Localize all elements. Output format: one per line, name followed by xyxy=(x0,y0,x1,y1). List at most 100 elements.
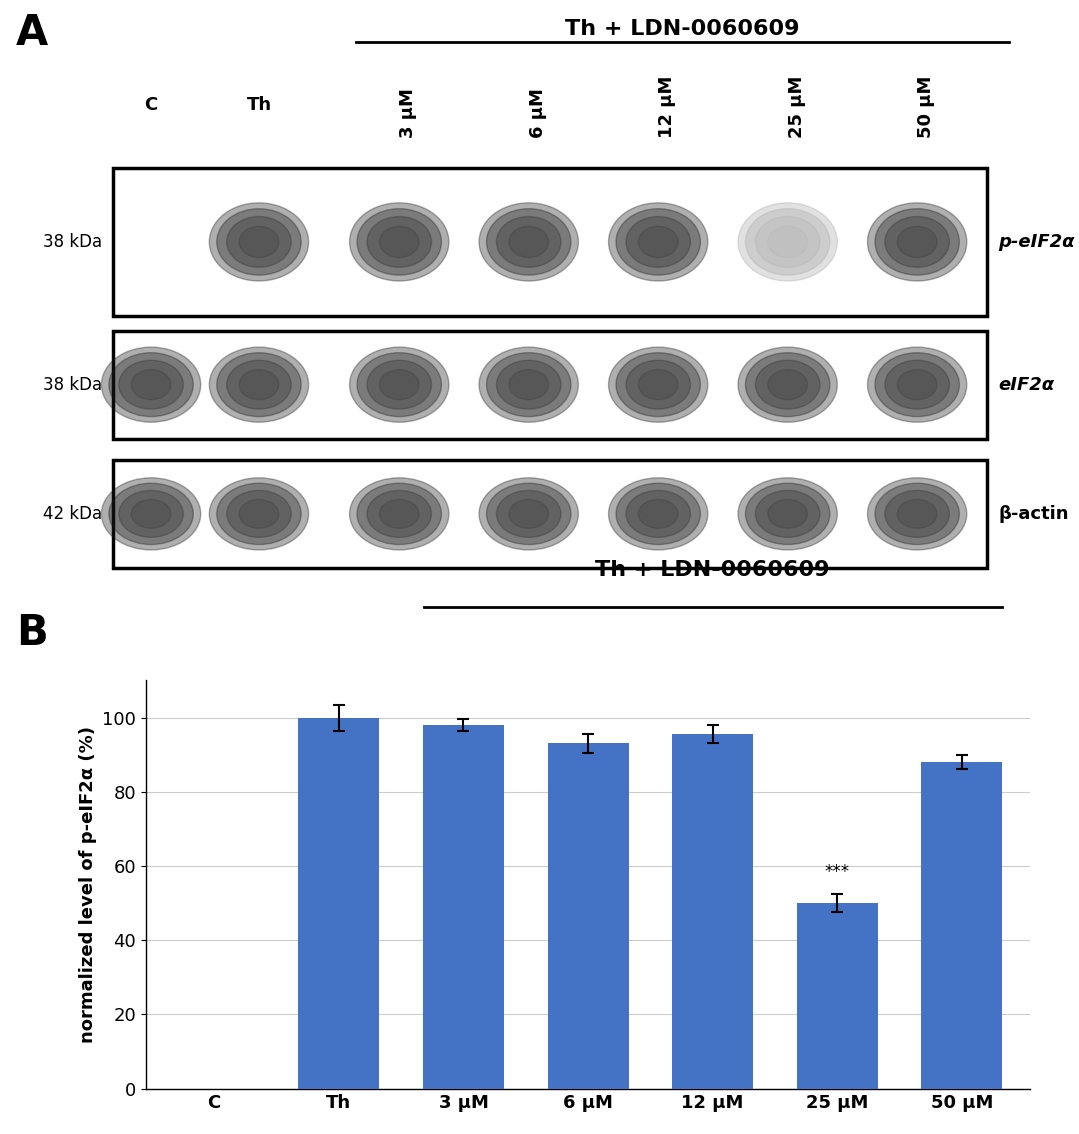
Ellipse shape xyxy=(101,347,201,422)
Ellipse shape xyxy=(616,483,700,544)
Ellipse shape xyxy=(109,483,193,544)
Ellipse shape xyxy=(132,370,170,399)
Ellipse shape xyxy=(350,203,449,281)
Ellipse shape xyxy=(240,227,278,257)
Ellipse shape xyxy=(487,209,571,276)
Ellipse shape xyxy=(626,217,691,268)
Text: 25 μM: 25 μM xyxy=(788,76,806,138)
Bar xyxy=(113,168,987,315)
Ellipse shape xyxy=(639,370,678,399)
Ellipse shape xyxy=(479,347,578,422)
Ellipse shape xyxy=(380,499,419,528)
Ellipse shape xyxy=(616,353,700,416)
Bar xyxy=(547,744,629,1089)
Y-axis label: normalized level of p-eIF2α (%): normalized level of p-eIF2α (%) xyxy=(79,726,96,1043)
Text: Th: Th xyxy=(246,96,272,115)
Ellipse shape xyxy=(885,490,950,538)
Ellipse shape xyxy=(487,353,571,416)
Ellipse shape xyxy=(875,483,959,544)
Text: 38 kDa: 38 kDa xyxy=(43,232,103,251)
Bar xyxy=(921,762,1002,1089)
Ellipse shape xyxy=(746,353,830,416)
Ellipse shape xyxy=(639,227,678,257)
Ellipse shape xyxy=(755,217,820,268)
Bar xyxy=(113,331,987,439)
Text: ***: *** xyxy=(824,863,850,881)
Ellipse shape xyxy=(875,353,959,416)
Ellipse shape xyxy=(626,490,691,538)
Ellipse shape xyxy=(768,227,807,257)
Ellipse shape xyxy=(357,483,441,544)
Text: Th + LDN-0060609: Th + LDN-0060609 xyxy=(596,560,830,579)
Ellipse shape xyxy=(626,361,691,409)
Ellipse shape xyxy=(132,499,170,528)
Ellipse shape xyxy=(101,477,201,550)
Ellipse shape xyxy=(868,203,967,281)
Text: 38 kDa: 38 kDa xyxy=(43,375,103,393)
Ellipse shape xyxy=(109,353,193,416)
Ellipse shape xyxy=(209,477,309,550)
Text: eIF2α: eIF2α xyxy=(998,375,1054,393)
Ellipse shape xyxy=(227,361,291,409)
Ellipse shape xyxy=(217,483,301,544)
Ellipse shape xyxy=(227,217,291,268)
Ellipse shape xyxy=(240,370,278,399)
Ellipse shape xyxy=(738,477,837,550)
Ellipse shape xyxy=(868,477,967,550)
Ellipse shape xyxy=(350,477,449,550)
Ellipse shape xyxy=(380,227,419,257)
Ellipse shape xyxy=(898,370,937,399)
Ellipse shape xyxy=(885,361,950,409)
Text: B: B xyxy=(16,611,47,653)
Ellipse shape xyxy=(367,217,432,268)
Ellipse shape xyxy=(755,490,820,538)
Ellipse shape xyxy=(217,353,301,416)
Text: β-actin: β-actin xyxy=(998,505,1068,523)
Bar xyxy=(113,459,987,568)
Ellipse shape xyxy=(746,209,830,276)
Ellipse shape xyxy=(898,499,937,528)
Ellipse shape xyxy=(609,203,708,281)
Text: Th + LDN-0060609: Th + LDN-0060609 xyxy=(565,19,800,39)
Text: 12 μM: 12 μM xyxy=(658,76,677,138)
Bar xyxy=(298,718,380,1089)
Ellipse shape xyxy=(496,490,561,538)
Ellipse shape xyxy=(875,209,959,276)
Ellipse shape xyxy=(509,370,548,399)
Ellipse shape xyxy=(609,347,708,422)
Ellipse shape xyxy=(738,203,837,281)
Bar xyxy=(672,734,753,1089)
Ellipse shape xyxy=(496,361,561,409)
Ellipse shape xyxy=(119,361,183,409)
Bar xyxy=(796,903,878,1089)
Ellipse shape xyxy=(487,483,571,544)
Ellipse shape xyxy=(868,347,967,422)
Ellipse shape xyxy=(479,203,578,281)
Ellipse shape xyxy=(119,490,183,538)
Ellipse shape xyxy=(746,483,830,544)
Ellipse shape xyxy=(898,227,937,257)
Ellipse shape xyxy=(479,477,578,550)
Text: C: C xyxy=(145,96,158,115)
Ellipse shape xyxy=(609,477,708,550)
Text: A: A xyxy=(16,12,49,54)
Bar xyxy=(423,725,504,1089)
Ellipse shape xyxy=(350,347,449,422)
Text: 42 kDa: 42 kDa xyxy=(43,505,103,523)
Ellipse shape xyxy=(209,347,309,422)
Ellipse shape xyxy=(357,353,441,416)
Text: 6 μM: 6 μM xyxy=(529,88,547,138)
Ellipse shape xyxy=(616,209,700,276)
Ellipse shape xyxy=(367,490,432,538)
Ellipse shape xyxy=(639,499,678,528)
Ellipse shape xyxy=(496,217,561,268)
Ellipse shape xyxy=(509,227,548,257)
Ellipse shape xyxy=(738,347,837,422)
Ellipse shape xyxy=(509,499,548,528)
Ellipse shape xyxy=(240,499,278,528)
Ellipse shape xyxy=(885,217,950,268)
Ellipse shape xyxy=(227,490,291,538)
Ellipse shape xyxy=(209,203,309,281)
Ellipse shape xyxy=(367,361,432,409)
Ellipse shape xyxy=(217,209,301,276)
